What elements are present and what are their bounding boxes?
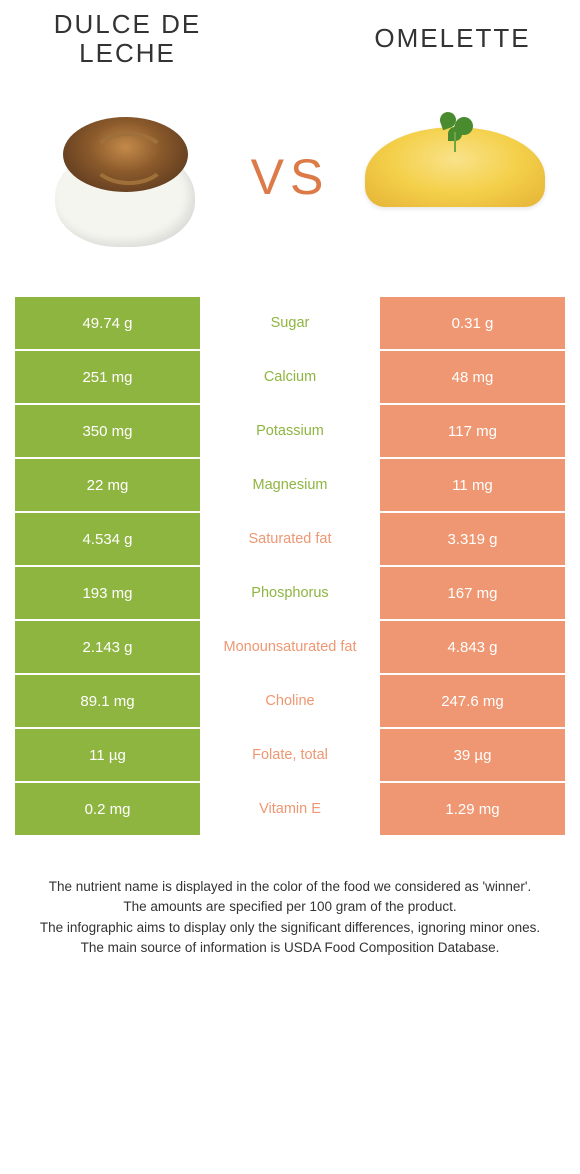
infographic-container: Dulce de leche Omelette VS 4 [0,0,580,988]
nutrient-row: 193 mgPhosphorus167 mg [15,567,565,621]
header: Dulce de leche Omelette [15,10,565,67]
nutrient-label-cell: Sugar [200,297,380,351]
nutrient-label-cell: Magnesium [200,459,380,513]
left-value-cell: 89.1 mg [15,675,200,729]
left-value-cell: 22 mg [15,459,200,513]
right-value-cell: 48 mg [380,351,565,405]
nutrient-row: 251 mgCalcium48 mg [15,351,565,405]
left-value-cell: 193 mg [15,567,200,621]
left-food-image [25,87,225,267]
nutrient-label-cell: Folate, total [200,729,380,783]
left-value-cell: 11 µg [15,729,200,783]
right-value-cell: 1.29 mg [380,783,565,837]
left-value-cell: 0.2 mg [15,783,200,837]
left-food-title: Dulce de leche [15,10,240,67]
footer-line: The amounts are specified per 100 gram o… [25,897,555,917]
right-value-cell: 11 mg [380,459,565,513]
nutrient-label-cell: Calcium [200,351,380,405]
nutrient-label-cell: Choline [200,675,380,729]
right-value-cell: 3.319 g [380,513,565,567]
left-value-cell: 2.143 g [15,621,200,675]
nutrient-row: 2.143 gMonounsaturated fat4.843 g [15,621,565,675]
left-value-cell: 350 mg [15,405,200,459]
right-value-cell: 0.31 g [380,297,565,351]
nutrient-row: 11 µgFolate, total39 µg [15,729,565,783]
right-value-cell: 4.843 g [380,621,565,675]
right-food-image [355,87,555,267]
nutrient-row: 0.2 mgVitamin E1.29 mg [15,783,565,837]
right-value-cell: 247.6 mg [380,675,565,729]
nutrient-row: 4.534 gSaturated fat3.319 g [15,513,565,567]
nutrient-label-cell: Phosphorus [200,567,380,621]
right-food-title: Omelette [340,24,565,53]
right-value-cell: 117 mg [380,405,565,459]
footer-line: The infographic aims to display only the… [25,918,555,938]
nutrient-label-cell: Vitamin E [200,783,380,837]
nutrient-label-cell: Potassium [200,405,380,459]
footer-line: The main source of information is USDA F… [25,938,555,958]
nutrient-row: 350 mgPotassium117 mg [15,405,565,459]
footer-line: The nutrient name is displayed in the co… [25,877,555,897]
left-value-cell: 251 mg [15,351,200,405]
nutrient-label-cell: Saturated fat [200,513,380,567]
vs-label: VS [225,148,355,206]
nutrient-table: 49.74 gSugar0.31 g251 mgCalcium48 mg350 … [15,297,565,837]
right-value-cell: 39 µg [380,729,565,783]
nutrient-row: 49.74 gSugar0.31 g [15,297,565,351]
right-value-cell: 167 mg [380,567,565,621]
nutrient-row: 22 mgMagnesium11 mg [15,459,565,513]
nutrient-label-cell: Monounsaturated fat [200,621,380,675]
food-images-row: VS [15,87,565,267]
left-value-cell: 4.534 g [15,513,200,567]
nutrient-row: 89.1 mgCholine247.6 mg [15,675,565,729]
left-value-cell: 49.74 g [15,297,200,351]
footer-notes: The nutrient name is displayed in the co… [15,877,565,958]
